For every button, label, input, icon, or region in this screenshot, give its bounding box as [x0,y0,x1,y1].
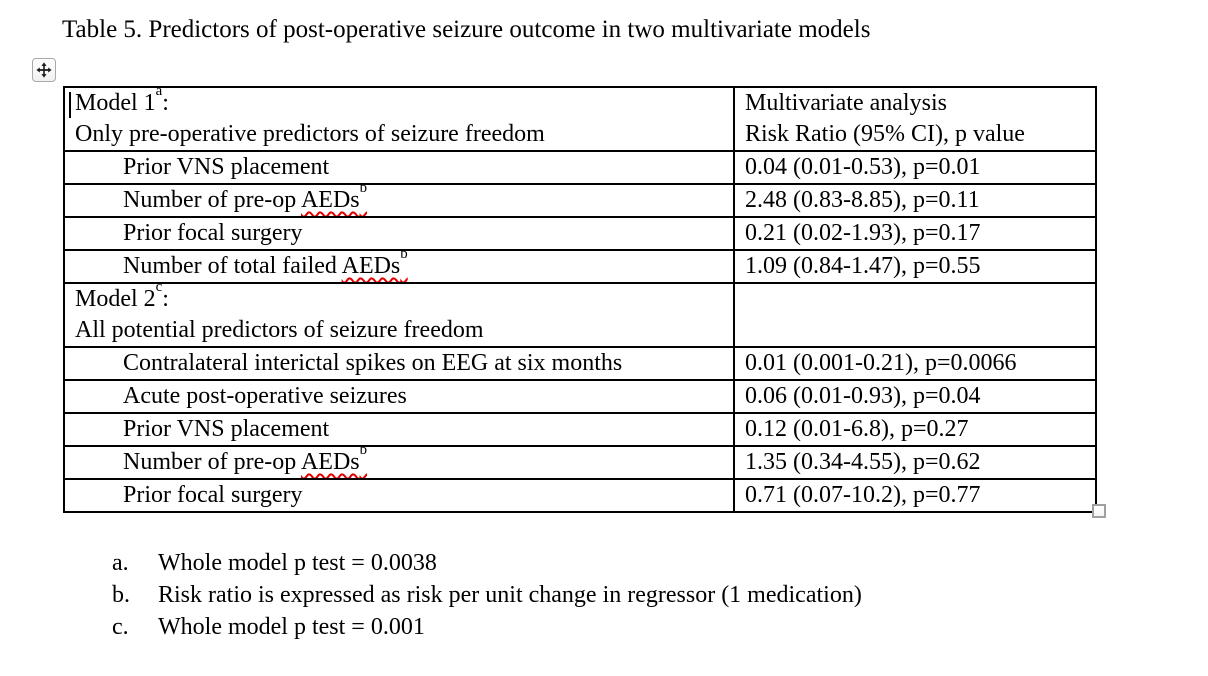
risk-ratio-value: 0.04 (0.01-0.53), p=0.01 [745,154,981,180]
table-row: Prior focal surgery 0.71 (0.07-10.2), p=… [63,478,1097,513]
predictor-cell[interactable]: Number of pre-op AEDsb [63,445,735,480]
table-resize-handle[interactable] [1092,504,1106,518]
predictor-label: Acute post-operative seizures [123,383,407,409]
table-row: Contralateral interictal spikes on EEG a… [63,346,1097,381]
value-cell[interactable]: 0.06 (0.01-0.93), p=0.04 [733,379,1097,414]
value-cell[interactable]: 2.48 (0.83-8.85), p=0.11 [733,183,1097,218]
footnote-b: b. Risk ratio is expressed as risk per u… [112,579,862,611]
predictor-label: Number of total failed AEDsb [123,250,408,279]
footnote-c: c. Whole model p test = 0.001 [112,611,862,643]
risk-ratio-value: 0.12 (0.01-6.8), p=0.27 [745,416,969,442]
risk-ratio-value: 0.01 (0.001-0.21), p=0.0066 [745,350,1017,376]
analysis-header-cell[interactable]: Multivariate analysis Risk Ratio (95% CI… [733,86,1097,152]
predictor-label: Prior focal surgery [123,482,303,508]
footnote-ref-b: b [359,184,368,196]
table-caption: Table 5. Predictors of post-operative se… [62,16,871,43]
footnote-ref-b: b [359,446,368,458]
footnote-marker: c. [112,614,129,640]
value-cell[interactable]: 0.12 (0.01-6.8), p=0.27 [733,412,1097,447]
risk-ratio-value: 2.48 (0.83-8.85), p=0.11 [745,187,980,213]
predictor-cell[interactable]: Prior focal surgery [63,216,735,251]
footnote-a: a. Whole model p test = 0.0038 [112,547,862,579]
predictor-label: Prior focal surgery [123,220,303,246]
value-cell[interactable]: 1.35 (0.34-4.55), p=0.62 [733,445,1097,480]
model1-header-cell[interactable]: Model 1a: Only pre-operative predictors … [63,86,735,152]
predictor-cell[interactable]: Number of total failed AEDsb [63,249,735,284]
value-cell[interactable]: 0.71 (0.07-10.2), p=0.77 [733,478,1097,513]
footnote-ref-c: c [155,283,163,295]
misspelled-word: AEDsb [301,446,368,475]
value-cell[interactable]: 1.09 (0.84-1.47), p=0.55 [733,249,1097,284]
table-row: Prior VNS placement 0.12 (0.01-6.8), p=0… [63,412,1097,447]
footnote-text: Risk ratio is expressed as risk per unit… [158,582,862,608]
predictor-cell[interactable]: Contralateral interictal spikes on EEG a… [63,346,735,381]
value-cell[interactable]: 0.21 (0.02-1.93), p=0.17 [733,216,1097,251]
value-cell[interactable]: 0.04 (0.01-0.53), p=0.01 [733,150,1097,185]
predictor-cell[interactable]: Prior focal surgery [63,478,735,513]
table-row: Model 2c: All potential predictors of se… [63,282,1097,348]
risk-ratio-value: 1.09 (0.84-1.47), p=0.55 [745,253,981,279]
analysis-header-line2: Risk Ratio (95% CI), p value [745,121,1025,147]
footnote-text: Whole model p test = 0.0038 [158,550,437,576]
predictor-label: Number of pre-op AEDsb [123,446,368,475]
model-subtitle: All potential predictors of seizure free… [75,317,484,343]
predictor-label: Prior VNS placement [123,416,330,442]
footnote-ref-b: b [400,250,408,262]
predictor-label: Number of pre-op AEDsb [123,184,368,213]
table-row: Acute post-operative seizures 0.06 (0.01… [63,379,1097,414]
move-icon [36,62,52,78]
table-row: Number of pre-op AEDsb 2.48 (0.83-8.85),… [63,183,1097,218]
empty-cell[interactable] [733,282,1097,348]
footnote-text: Whole model p test = 0.001 [158,614,425,640]
predictors-table: Model 1a: Only pre-operative predictors … [63,86,1097,513]
model-subtitle: Only pre-operative predictors of seizure… [75,121,545,147]
footnote-list: a. Whole model p test = 0.0038 b. Risk r… [112,547,862,643]
predictor-cell[interactable]: Prior VNS placement [63,150,735,185]
risk-ratio-value: 0.71 (0.07-10.2), p=0.77 [745,482,981,508]
value-cell[interactable]: 0.01 (0.001-0.21), p=0.0066 [733,346,1097,381]
risk-ratio-value: 0.21 (0.02-1.93), p=0.17 [745,220,981,246]
table-row: Prior VNS placement 0.04 (0.01-0.53), p=… [63,150,1097,185]
risk-ratio-value: 1.35 (0.34-4.55), p=0.62 [745,449,981,475]
table-row: Number of pre-op AEDsb 1.35 (0.34-4.55),… [63,445,1097,480]
table-row: Number of total failed AEDsb 1.09 (0.84-… [63,249,1097,284]
model-label: Model 2c: [75,283,169,312]
predictor-cell[interactable]: Number of pre-op AEDsb [63,183,735,218]
model2-header-cell[interactable]: Model 2c: All potential predictors of se… [63,282,735,348]
predictor-cell[interactable]: Prior VNS placement [63,412,735,447]
misspelled-word: AEDsb [301,184,368,213]
misspelled-word: AEDsb [342,250,408,279]
table-row: Prior focal surgery 0.21 (0.02-1.93), p=… [63,216,1097,251]
predictor-label: Prior VNS placement [123,154,330,180]
footnote-marker: b. [112,582,130,608]
analysis-header-line1: Multivariate analysis [745,90,947,116]
model-label: Model 1a: [75,87,169,116]
footnote-ref-a: a [155,87,163,99]
risk-ratio-value: 0.06 (0.01-0.93), p=0.04 [745,383,981,409]
predictor-label: Contralateral interictal spikes on EEG a… [123,350,623,376]
footnote-marker: a. [112,550,129,576]
table-move-handle[interactable] [32,58,56,82]
table-row: Model 1a: Only pre-operative predictors … [63,86,1097,152]
predictor-cell[interactable]: Acute post-operative seizures [63,379,735,414]
